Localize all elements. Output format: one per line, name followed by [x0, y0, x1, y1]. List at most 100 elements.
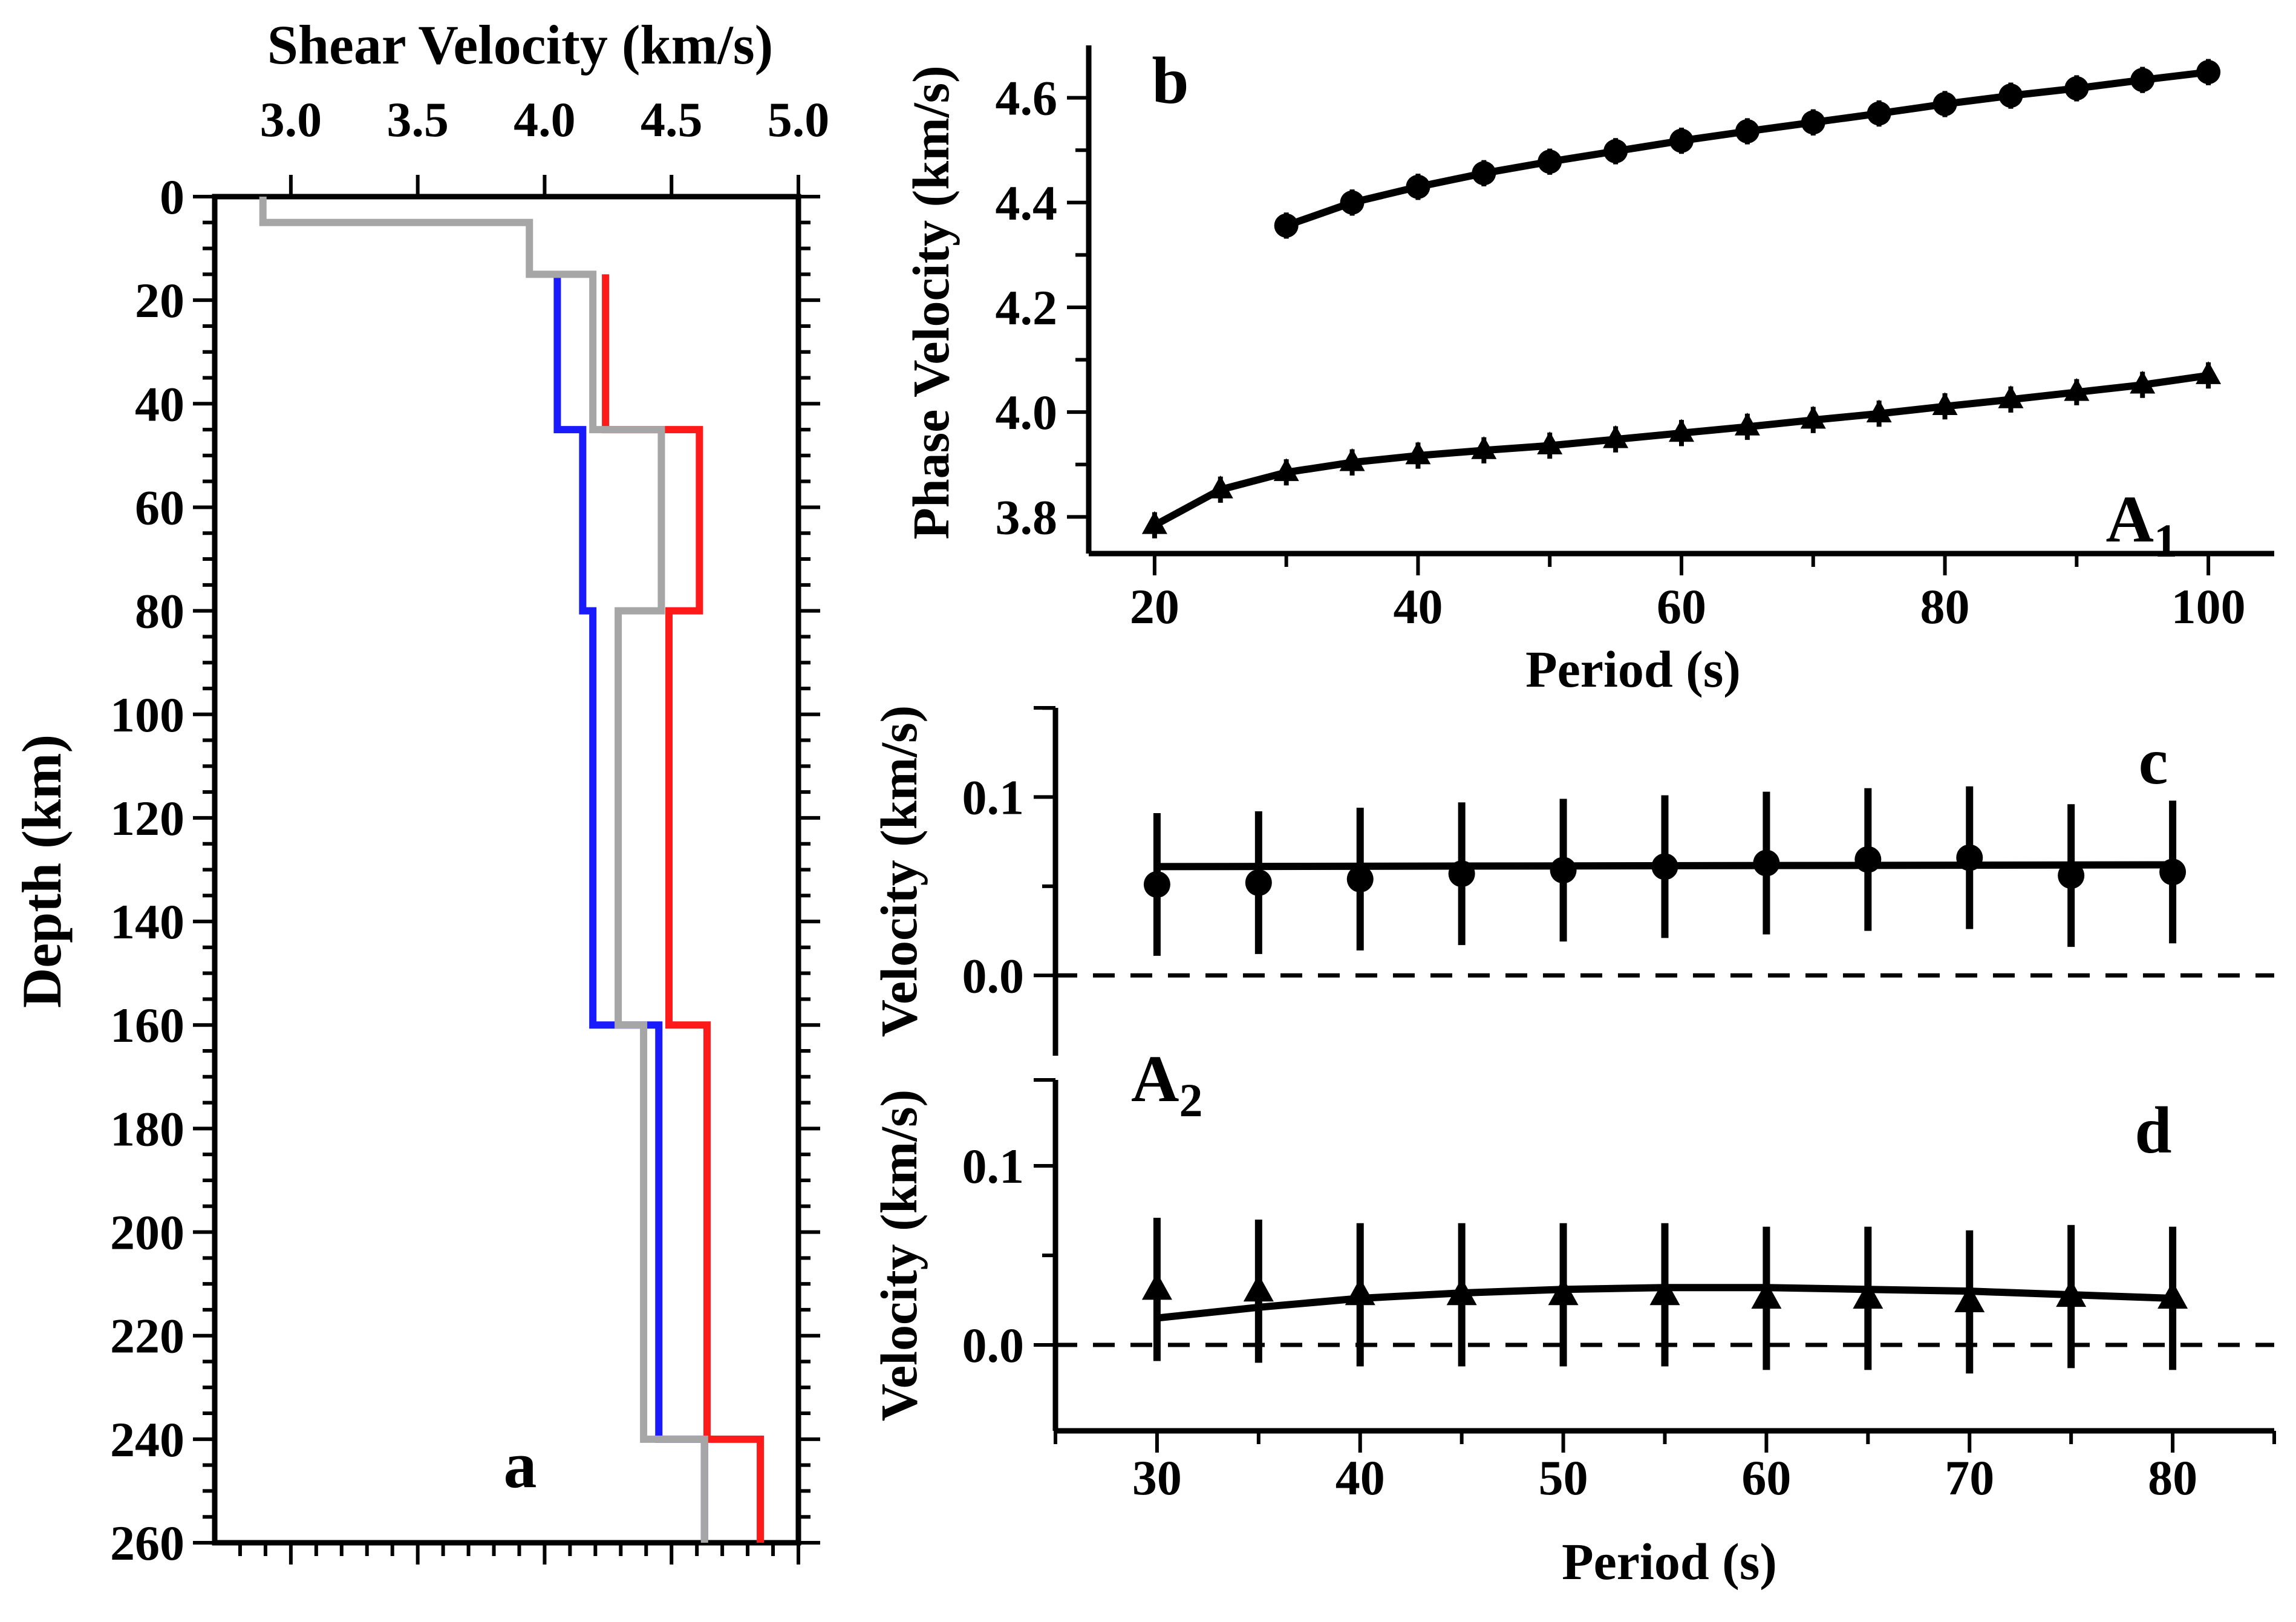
panel-b-point — [2064, 76, 2089, 101]
panel-a-xtick-label: 3.5 — [386, 92, 449, 147]
panel-b-point — [1800, 405, 1826, 429]
panel-d-xtick-label: 80 — [2148, 1450, 2197, 1505]
panel-b-ytick-label: 4.0 — [996, 385, 1058, 440]
panel-b-point — [1603, 139, 1628, 163]
panel-c-point — [1854, 846, 1882, 873]
panel-c-point — [1550, 857, 1577, 884]
panel-b-point — [1472, 161, 1496, 186]
panel-d-xtick-label: 50 — [1539, 1450, 1588, 1505]
panel-d-ytick-label: 0.0 — [962, 1318, 1025, 1373]
panel-d-point — [1141, 1272, 1172, 1300]
panel-a-ytick-label: 260 — [110, 1516, 184, 1571]
panel-c-ytick-label: 0.1 — [962, 770, 1025, 825]
panel-b-point — [1734, 412, 1760, 436]
panel-a-xtick-label: 5.0 — [768, 92, 830, 147]
panel-b-xtick-label: 20 — [1130, 579, 1179, 634]
panel-b-xtick-label: 80 — [1920, 579, 1970, 634]
panel-c-point — [1448, 860, 1475, 888]
panel-b-xtick-label: 60 — [1657, 579, 1706, 634]
panel-a-ytick-label: 160 — [110, 998, 184, 1053]
panel-b-point — [2130, 370, 2156, 394]
panel-b-point — [1603, 425, 1629, 448]
panel-a-ytick-label: 100 — [110, 687, 184, 742]
panel-b-point — [1339, 448, 1365, 471]
panel-d-point — [2157, 1281, 2188, 1309]
panel-d-point — [1446, 1278, 1477, 1306]
panel-d-annotation: A2 — [1131, 1042, 1202, 1127]
annotation-sub: 1 — [2154, 514, 2177, 567]
panel-b-label: b — [1152, 44, 1189, 117]
panel-d-ytick-label: 0.1 — [962, 1139, 1025, 1194]
panel-b-point — [2130, 68, 2155, 93]
panel-b-point — [1538, 149, 1562, 174]
panel-c-point — [1651, 853, 1678, 880]
panel-a-ytick-label: 60 — [135, 480, 184, 535]
panel-a-xtick-label: 4.0 — [514, 92, 576, 147]
panel-c-point — [2058, 862, 2085, 889]
panel-b-xtick-label: 100 — [2171, 579, 2246, 634]
panel-a-frame — [212, 194, 801, 1546]
panel-a-ylabel: Depth (km) — [11, 734, 73, 1008]
panel-b-ytick-label: 4.6 — [996, 71, 1058, 126]
panel-a-profile-a6a6a6 — [259, 197, 708, 1543]
panel-b-point — [1141, 511, 1167, 534]
panel-b-point — [1866, 399, 1892, 423]
panel-d-xtick-label: 30 — [1132, 1450, 1182, 1505]
panel-b-point — [1998, 385, 2024, 408]
panel-b-point — [1735, 119, 1760, 144]
panel-c-point — [1143, 871, 1170, 898]
panel-b-ytick-label: 4.4 — [996, 175, 1058, 231]
panel-b-annotation: A1 — [2106, 482, 2177, 567]
panel-d-point — [1954, 1285, 1985, 1313]
panel-a-ytick-label: 140 — [110, 894, 184, 949]
panel-b-point — [2196, 60, 2221, 85]
panel-c-ylabel: Velocity (km/s) — [870, 705, 928, 1038]
panel-b-point — [2064, 378, 2090, 401]
panel-a-xtick-label: 4.5 — [641, 92, 703, 147]
panel-b-point — [1867, 101, 1891, 126]
panel-d-xlabel: Period (s) — [1562, 1532, 1777, 1591]
panel-b-point — [1998, 83, 2023, 108]
panel-a-ytick-label: 80 — [135, 584, 184, 639]
panel-b-point — [1669, 419, 1694, 442]
panel-a-ytick-label: 40 — [135, 376, 184, 431]
panel-b-point — [1405, 441, 1431, 465]
panel-a-ytick-label: 200 — [110, 1205, 184, 1260]
panel-b-point — [1669, 128, 1694, 153]
panel-b-xlabel: Period (s) — [1525, 640, 1741, 698]
panel-b-ytick-label: 3.8 — [996, 489, 1058, 544]
panel-a-ytick-label: 20 — [135, 273, 184, 328]
panel-d-point — [1649, 1278, 1680, 1306]
panel-c-label: c — [2139, 724, 2168, 798]
panel-b-point — [1537, 431, 1563, 454]
panel-d-point — [2056, 1280, 2087, 1307]
panel-a-xtick-label: 3.0 — [260, 92, 322, 147]
panel-a-profile-1a1aff — [553, 274, 708, 1543]
panel-a-ytick-label: 240 — [110, 1412, 184, 1467]
panel-b-fit-line-1 — [1153, 371, 2209, 529]
panel-b-point — [2196, 361, 2222, 384]
panel-b-point — [1207, 475, 1233, 499]
panel-b-xtick-label: 40 — [1393, 579, 1443, 634]
panel-b-point — [1406, 174, 1430, 199]
panel-b-point — [1274, 213, 1299, 238]
panel-a-profile-ff1a1a — [602, 274, 765, 1543]
panel-c-point — [1245, 869, 1272, 896]
panel-d-xtick-label: 60 — [1741, 1450, 1791, 1505]
panel-a-ytick-label: 220 — [110, 1309, 184, 1364]
panel-d-point — [1853, 1281, 1883, 1309]
panel-b-point — [1932, 392, 1958, 416]
panel-b-ytick-label: 4.2 — [996, 280, 1058, 335]
panel-b-ylabel: Phase Velocity (km/s) — [902, 65, 960, 540]
panel-d-ylabel: Velocity (km/s) — [870, 1090, 928, 1422]
panel-d-label: d — [2135, 1093, 2171, 1167]
panel-d-point — [1548, 1278, 1579, 1306]
panel-d-xtick-label: 40 — [1336, 1450, 1385, 1505]
panel-a-label: a — [504, 1428, 537, 1502]
panel-c-ytick-label: 0.0 — [962, 948, 1025, 1003]
annotation-sub: 2 — [1179, 1074, 1202, 1127]
panel-d-xtick-label: 70 — [1945, 1450, 1994, 1505]
panel-c-point — [1346, 866, 1374, 893]
panel-a-ytick-label: 180 — [110, 1101, 184, 1156]
panel-b-point — [1801, 110, 1825, 135]
